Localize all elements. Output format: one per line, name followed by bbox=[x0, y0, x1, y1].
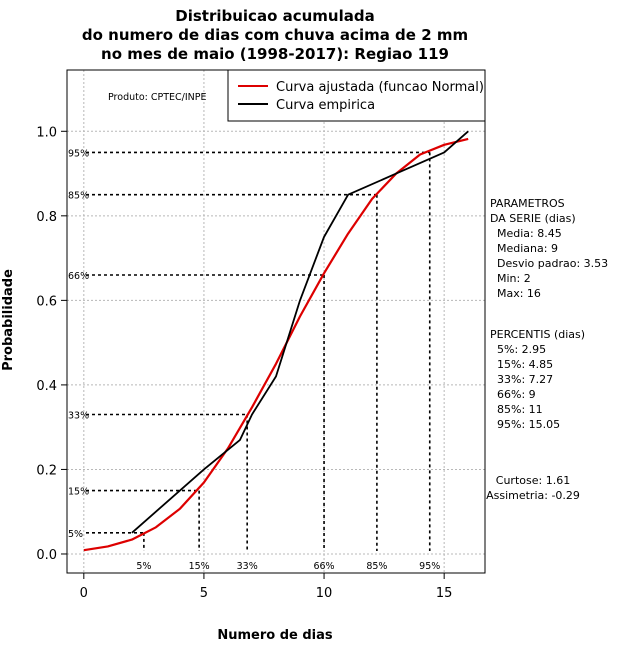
percentis-line: 5%: 2.95 bbox=[490, 343, 546, 356]
params-line: PARAMETROS bbox=[490, 197, 565, 210]
chart-title-line-2: do numero de dias com chuva acima de 2 m… bbox=[82, 26, 468, 44]
percentis-line: PERCENTIS (dias) bbox=[490, 328, 585, 341]
params-line: DA SERIE (dias) bbox=[490, 212, 576, 225]
chart-title-line-3: no mes de maio (1998-2017): Regiao 119 bbox=[101, 45, 449, 63]
percentile-bottom-label: 33% bbox=[237, 561, 258, 572]
percentile-left-label: 85% bbox=[68, 191, 89, 202]
x-tick-label: 15 bbox=[436, 586, 453, 601]
percentile-left-label: 5% bbox=[68, 529, 83, 540]
curtose-text: Curtose: 1.61 bbox=[496, 474, 570, 487]
legend: Curva ajustada (funcao Normal) Curva emp… bbox=[227, 69, 486, 122]
percentis-line: 33%: 7.27 bbox=[490, 373, 553, 386]
percentis-line: 15%: 4.85 bbox=[490, 358, 553, 371]
params-line: Media: 8.45 bbox=[490, 227, 562, 240]
params-line: Mediana: 9 bbox=[490, 242, 558, 255]
percentile-markers: 5% 5% 15% 15% 33% 33% 66% 66% 85% 85% 95% 95% bbox=[68, 148, 440, 572]
percentile-left-label: 33% bbox=[68, 410, 89, 421]
y-axis-label: Probabilidade bbox=[1, 269, 16, 371]
series-parameters-panel: PARAMETROS DA SERIE (dias) Media: 8.45 Me… bbox=[486, 197, 608, 502]
series-lines bbox=[83, 130, 469, 552]
percentile-left-label: 15% bbox=[68, 487, 89, 498]
x-tick-label: 5 bbox=[200, 586, 208, 601]
y-tick-label: 0.2 bbox=[36, 463, 57, 478]
percentile-bottom-label: 15% bbox=[189, 561, 210, 572]
plot-frame bbox=[66, 69, 486, 574]
y-tick-label: 0.6 bbox=[36, 294, 57, 309]
params-line: Min: 2 bbox=[490, 272, 531, 285]
x-tick-label: 10 bbox=[316, 586, 333, 601]
legend-box bbox=[227, 69, 486, 122]
percentis-line: 95%: 15.05 bbox=[490, 418, 560, 431]
legend-label-empirical: Curva empirica bbox=[276, 98, 375, 113]
y-tick-label: 1.0 bbox=[36, 125, 57, 140]
y-tick-label: 0.4 bbox=[36, 379, 57, 394]
chart-title-line-1: Distribuicao acumulada bbox=[175, 7, 374, 25]
x-axis-label: Numero de dias bbox=[217, 628, 333, 643]
y-tick-label: 0.8 bbox=[36, 210, 57, 225]
percentile-bottom-label: 85% bbox=[366, 561, 387, 572]
fitted-normal-curve bbox=[83, 137, 469, 552]
grid bbox=[67, 70, 485, 573]
percentile-bottom-label: 95% bbox=[419, 561, 440, 572]
percentile-left-label: 66% bbox=[68, 271, 89, 282]
legend-label-fitted: Curva ajustada (funcao Normal) bbox=[276, 80, 484, 95]
empirical-curve bbox=[131, 130, 469, 534]
percentis-line: 66%: 9 bbox=[490, 388, 536, 401]
percentile-left-label: 95% bbox=[68, 148, 89, 159]
percentile-bottom-label: 66% bbox=[313, 561, 334, 572]
assimetria-text: Assimetria: -0.29 bbox=[486, 489, 580, 502]
y-tick-label: 0.0 bbox=[36, 548, 57, 563]
axes: 0 5 10 15 0.0 0.2 0.4 0.6 0.8 1.0 bbox=[36, 125, 452, 601]
params-line: Max: 16 bbox=[490, 287, 541, 300]
producer-note: Produto: CPTEC/INPE bbox=[108, 92, 207, 103]
x-tick-label: 0 bbox=[80, 586, 88, 601]
percentis-line: 85%: 11 bbox=[490, 403, 543, 416]
percentile-bottom-label: 5% bbox=[136, 561, 151, 572]
params-line: Desvio padrao: 3.53 bbox=[490, 257, 608, 270]
